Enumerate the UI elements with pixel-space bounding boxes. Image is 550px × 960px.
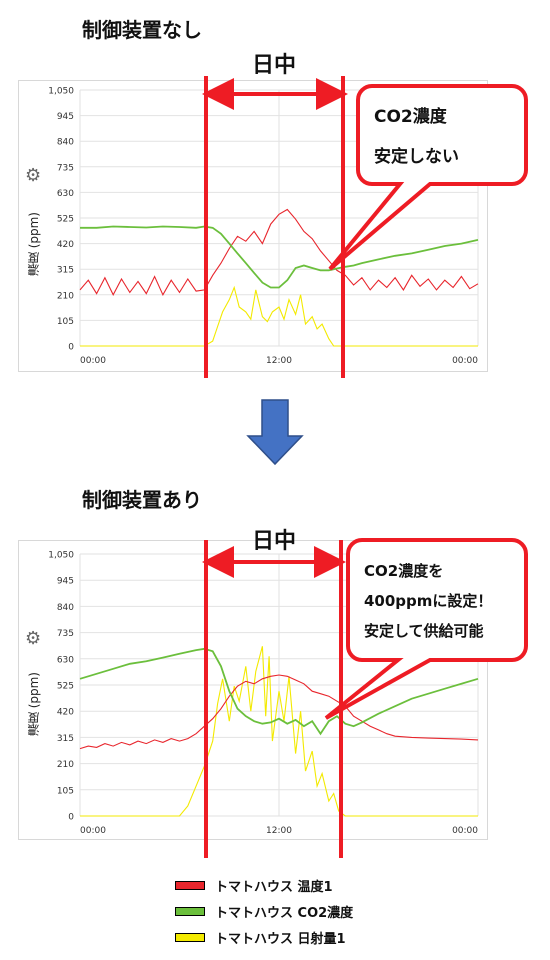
y-tick-label: 1,050	[48, 87, 74, 97]
series-line-0	[79, 674, 479, 750]
callout-2-line-1: CO2濃度を	[364, 562, 443, 580]
y-tick-label: 420	[57, 240, 74, 250]
y-tick-label: 630	[57, 655, 74, 665]
series-line-2	[80, 285, 478, 347]
legend-item-temp: トマトハウス 温度1	[175, 872, 435, 898]
y-tick-label: 0	[68, 343, 74, 353]
gear-icon[interactable]: ⚙	[25, 628, 42, 649]
daytime-label: 日中	[252, 529, 296, 554]
y-tick-label: 315	[57, 266, 74, 276]
y-tick-label: 210	[57, 291, 74, 301]
legend-item-co2: トマトハウス CO2濃度	[175, 898, 435, 924]
y-tick-label: 1,050	[48, 551, 74, 561]
y-tick-label: 525	[57, 215, 74, 225]
legend-swatch	[175, 932, 205, 942]
legend: トマトハウス 温度1 トマトハウス CO2濃度 トマトハウス 日射量1	[175, 872, 435, 950]
y-tick-label: 945	[57, 577, 74, 587]
daytime-label: 日中	[252, 53, 296, 78]
y-tick-label: 105	[57, 786, 74, 796]
y-tick-label: 0	[68, 813, 74, 823]
x-tick-label: 00:00	[80, 356, 106, 366]
y-tick-label: 735	[57, 163, 74, 173]
callout-bubble-2	[324, 538, 528, 720]
callout-bubble-1	[328, 84, 528, 271]
y-tick-label: 105	[57, 317, 74, 327]
series-line-1	[80, 225, 479, 289]
callout-1-line-1: CO2濃度	[374, 106, 448, 127]
legend-swatch	[175, 880, 205, 890]
section-title-2: 制御装置あり	[82, 488, 202, 512]
y-tick-label: 735	[57, 629, 74, 639]
y-tick-label: 315	[57, 734, 74, 744]
legend-swatch	[175, 906, 205, 916]
y-tick-label: 630	[57, 189, 74, 199]
gear-icon[interactable]: ⚙	[25, 165, 42, 186]
x-tick-label: 12:00	[266, 356, 292, 366]
series-line-2	[80, 646, 478, 817]
legend-label: トマトハウス CO2濃度	[215, 905, 354, 921]
x-tick-label: 00:00	[452, 356, 478, 366]
callout-1-line-2: 安定しない	[374, 146, 459, 167]
y-tick-label: 420	[57, 708, 74, 718]
down-arrow-icon	[246, 399, 304, 466]
section-title-1: 制御装置なし	[82, 18, 202, 42]
y-tick-label: 210	[57, 760, 74, 770]
y-tick-label: 840	[57, 603, 74, 613]
legend-label: トマトハウス 日射量1	[215, 931, 346, 947]
y-tick-label: 840	[57, 138, 74, 148]
x-tick-label: 00:00	[80, 826, 106, 836]
legend-label: トマトハウス 温度1	[215, 879, 333, 895]
y-tick-label: 525	[57, 682, 74, 692]
series-line-1	[79, 647, 479, 736]
series-line-0	[79, 208, 479, 297]
x-tick-label: 00:00	[452, 826, 478, 836]
y-tick-label: 945	[57, 112, 74, 122]
x-tick-label: 12:00	[266, 826, 292, 836]
callout-2-line-3: 安定して供給可能	[364, 622, 484, 640]
legend-item-solar: トマトハウス 日射量1	[175, 924, 435, 950]
callout-2-line-2: 400ppmに設定！	[364, 592, 492, 610]
